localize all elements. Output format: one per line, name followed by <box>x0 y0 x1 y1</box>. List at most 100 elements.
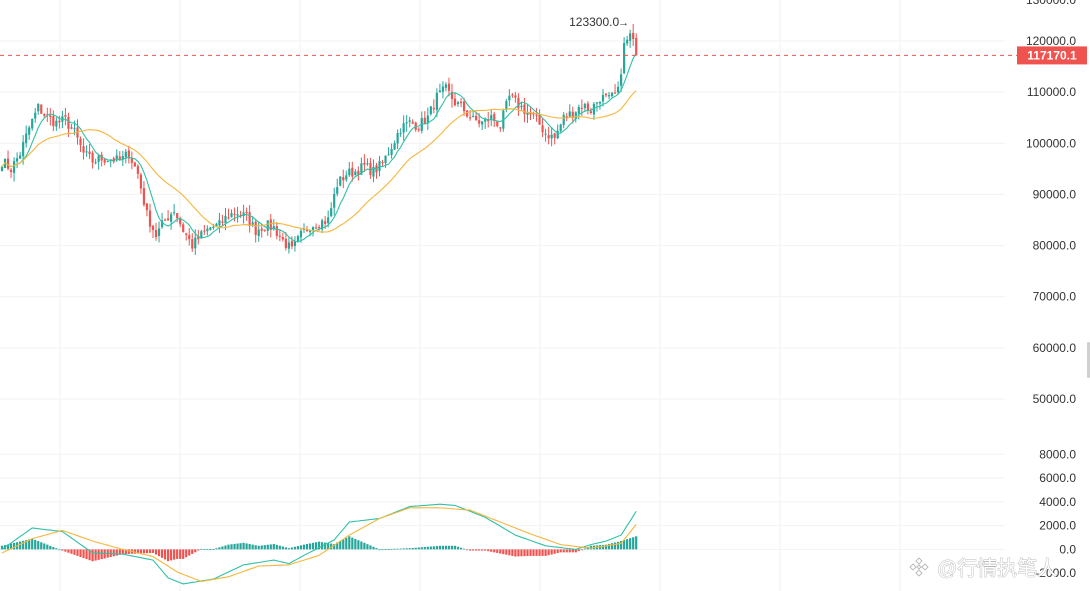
candle <box>330 202 333 218</box>
candle <box>79 136 82 152</box>
macd-histogram-bar <box>601 544 605 550</box>
macd-histogram-bar <box>378 549 381 551</box>
candle <box>604 93 608 98</box>
macd-histogram-bar <box>559 549 562 553</box>
candle <box>227 208 230 220</box>
macd-histogram-bar <box>372 546 375 550</box>
macd-histogram-bar <box>571 549 574 553</box>
candle <box>43 113 46 118</box>
macd-histogram-bar <box>73 549 76 555</box>
candle <box>553 132 556 145</box>
macd-histogram-bar <box>254 545 257 550</box>
macd-histogram-bar <box>176 549 179 559</box>
macd-histogram-bar <box>420 547 423 550</box>
macd-histogram-bar <box>0 545 4 550</box>
candle <box>635 33 638 56</box>
macd-histogram-bar <box>550 549 553 555</box>
candle <box>218 212 221 233</box>
candle <box>577 104 580 120</box>
macd-histogram-bar <box>408 548 411 550</box>
candle <box>444 81 448 92</box>
macd-histogram-bar <box>607 543 611 550</box>
macd-histogram-bar <box>547 549 550 556</box>
macd-histogram-bar <box>154 549 158 555</box>
macd-histogram-bar <box>245 543 248 550</box>
macd-histogram-bar <box>450 545 454 550</box>
watermark: @行情执笔人 <box>909 557 1058 580</box>
price-axis-tick-label: 80000.0 <box>1033 239 1077 253</box>
macd-histogram-bar <box>224 545 227 550</box>
macd-histogram-bar <box>124 549 127 555</box>
candle <box>185 232 188 241</box>
price-axis-tick-label: 110000.0 <box>1027 85 1076 99</box>
candle <box>34 107 37 123</box>
candle <box>363 154 366 173</box>
macd-histogram-bar <box>167 549 170 562</box>
macd-histogram-bar <box>151 549 155 553</box>
candle <box>493 111 496 127</box>
candle <box>100 151 103 167</box>
macd-histogram-bar <box>145 549 149 554</box>
macd-histogram-bar <box>511 549 514 556</box>
candle <box>499 126 502 132</box>
candle <box>405 114 408 132</box>
macd-histogram-bar <box>188 549 191 556</box>
candle <box>450 83 454 108</box>
macd-histogram-bar <box>324 542 327 550</box>
macd-histogram-bar <box>478 549 481 551</box>
candle <box>197 229 200 245</box>
price-axis-tick-label: 60000.0 <box>1033 341 1077 355</box>
macd-histogram-bar <box>257 545 260 550</box>
price-axis-tick-label: 130000.0 <box>1026 0 1076 7</box>
macd-histogram-bar <box>182 549 185 559</box>
macd-histogram-bar <box>514 549 517 557</box>
macd-histogram-bar <box>529 549 532 556</box>
macd-histogram-bar <box>227 544 230 550</box>
candle <box>336 178 339 197</box>
scroll-handle[interactable] <box>1087 342 1090 378</box>
candle <box>167 210 170 221</box>
moving-average-lines <box>1 52 637 243</box>
price-axis-tick-label: 100000.0 <box>1026 136 1076 150</box>
macd-histogram-bar <box>284 547 287 550</box>
macd-histogram-bar <box>302 544 306 550</box>
candle <box>314 223 318 230</box>
candle <box>263 229 266 232</box>
price-axis-tick-label: 70000.0 <box>1033 290 1077 304</box>
candle <box>447 77 451 97</box>
macd-histogram-bar <box>79 549 82 557</box>
macd-histogram-bar <box>462 548 466 550</box>
macd-histogram-bar <box>487 549 490 552</box>
macd-histogram-bar <box>46 544 49 550</box>
macd-histogram-bar <box>438 545 441 550</box>
macd-histogram-bar <box>556 549 559 554</box>
macd-histogram-bar <box>635 536 638 550</box>
candle <box>25 125 28 148</box>
candle <box>221 214 224 226</box>
candle <box>369 157 372 179</box>
candle <box>188 228 191 246</box>
candle <box>233 207 236 222</box>
macd-histogram-bar <box>330 543 333 550</box>
macd-histogram-bar <box>242 542 245 550</box>
candle <box>236 206 239 223</box>
candle <box>163 218 167 221</box>
macd-histogram-bar <box>475 549 478 551</box>
ma-slow-line <box>1 90 637 233</box>
macd-histogram-bar <box>577 549 580 552</box>
macd-histogram-bar <box>218 547 221 550</box>
candle <box>417 127 420 133</box>
macd-histogram-bar <box>269 544 272 550</box>
macd-histogram-bar <box>121 549 124 555</box>
macd-histogram-bar <box>499 549 502 554</box>
candle <box>333 187 336 216</box>
macd-histogram-bar <box>429 546 432 550</box>
macd-histogram-bar <box>632 537 635 550</box>
macd-histogram-bar <box>384 549 387 550</box>
macd-histogram-bar <box>342 539 345 550</box>
macd-histogram-bar <box>604 544 608 550</box>
candle <box>302 223 306 233</box>
candle <box>438 83 441 93</box>
current-price-tag: 117170.1 <box>1017 46 1087 65</box>
macd-histogram-bar <box>305 544 309 550</box>
